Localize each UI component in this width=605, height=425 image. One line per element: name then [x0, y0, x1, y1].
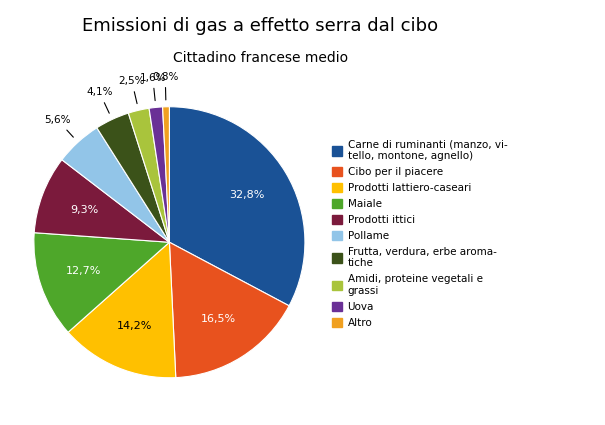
Wedge shape: [62, 128, 169, 242]
Text: 16,5%: 16,5%: [200, 314, 235, 324]
Wedge shape: [128, 108, 169, 242]
Wedge shape: [34, 160, 169, 242]
Text: 12,7%: 12,7%: [66, 266, 101, 277]
Text: 32,8%: 32,8%: [229, 190, 265, 201]
Wedge shape: [169, 107, 305, 306]
Wedge shape: [169, 242, 289, 378]
Text: 0,8%: 0,8%: [152, 72, 178, 100]
Text: 5,6%: 5,6%: [45, 115, 73, 137]
Wedge shape: [97, 113, 169, 242]
Text: 1,6%: 1,6%: [140, 73, 166, 101]
Wedge shape: [68, 242, 176, 378]
Wedge shape: [163, 107, 169, 242]
Text: 9,3%: 9,3%: [70, 205, 99, 215]
Text: Cittadino francese medio: Cittadino francese medio: [172, 51, 348, 65]
Wedge shape: [149, 107, 169, 242]
Text: 2,5%: 2,5%: [119, 76, 145, 104]
Text: 14,2%: 14,2%: [117, 321, 152, 331]
Text: 4,1%: 4,1%: [87, 88, 113, 113]
Legend: Carne di ruminanti (manzo, vi-
tello, montone, agnello), Cibo per il piacere, Pr: Carne di ruminanti (manzo, vi- tello, mo…: [332, 140, 507, 328]
Text: Emissioni di gas a effetto serra dal cibo: Emissioni di gas a effetto serra dal cib…: [82, 17, 438, 35]
Wedge shape: [34, 233, 169, 332]
